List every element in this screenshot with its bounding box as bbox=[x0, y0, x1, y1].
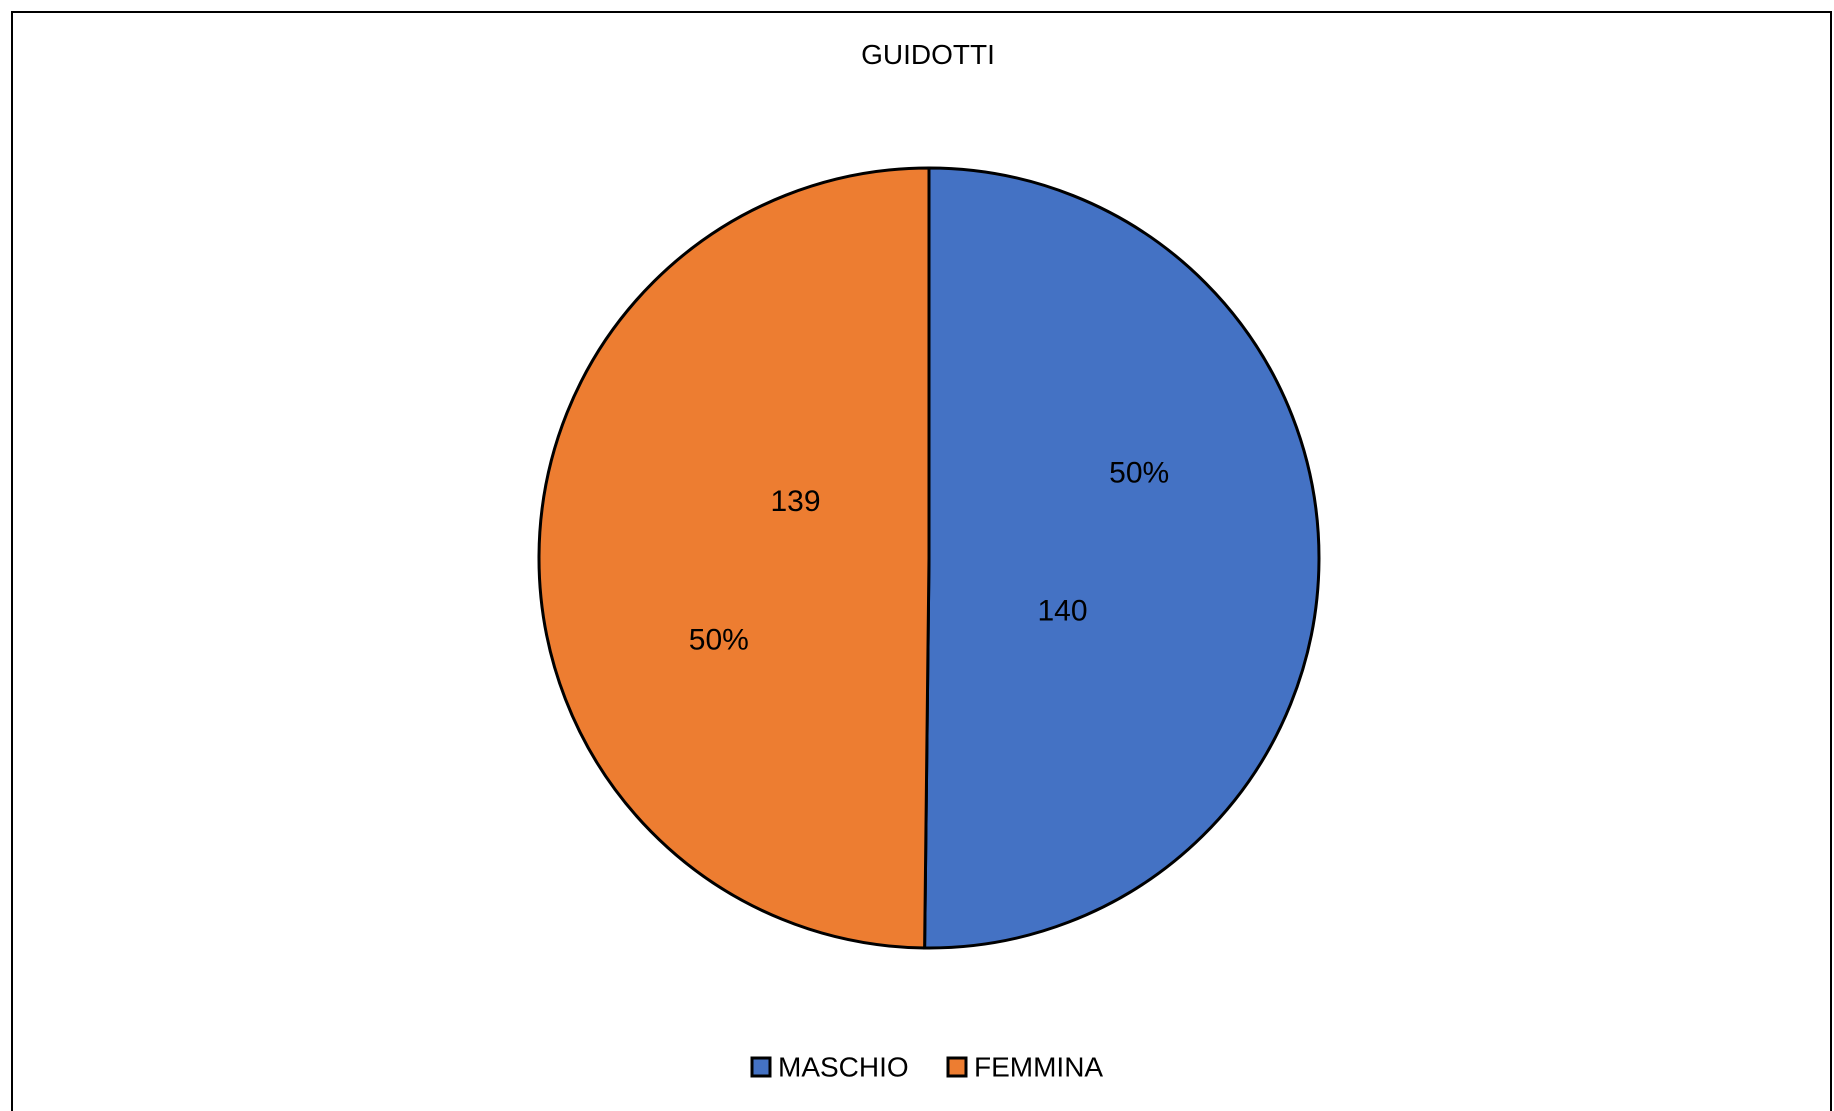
pie-slice-femmina[interactable] bbox=[537, 166, 931, 950]
pie-slice-maschio[interactable] bbox=[923, 166, 1321, 950]
legend[interactable]: MASCHIO FEMMINA bbox=[750, 1051, 1103, 1082]
chart-title: GUIDOTTI bbox=[861, 39, 995, 70]
legend-label-femmina[interactable]: FEMMINA bbox=[974, 1051, 1103, 1082]
pie-slices bbox=[537, 166, 1321, 950]
percent-label-femmina: 50% bbox=[689, 623, 749, 656]
data-labels: 50% 140 50% 139 bbox=[689, 456, 1169, 656]
legend-swatch-femmina bbox=[946, 1056, 968, 1078]
legend-label-maschio[interactable]: MASCHIO bbox=[778, 1051, 909, 1082]
value-label-maschio: 140 bbox=[1037, 595, 1087, 628]
value-label-femmina: 139 bbox=[770, 485, 820, 518]
percent-label-maschio: 50% bbox=[1109, 456, 1169, 489]
legend-swatch-maschio bbox=[750, 1056, 772, 1078]
